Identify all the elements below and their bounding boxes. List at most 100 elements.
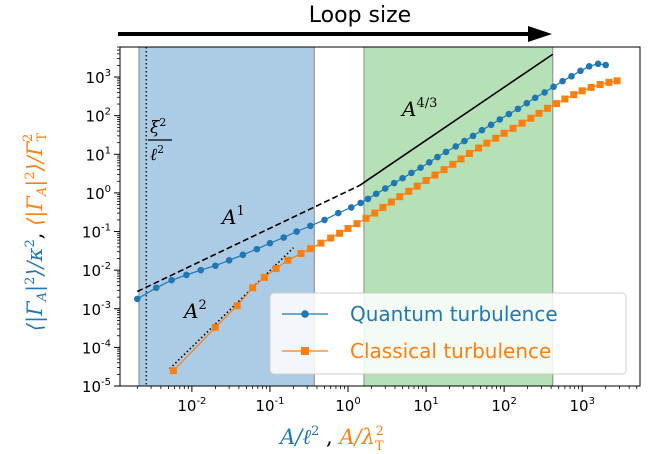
y-label-quantum: ⟨|ΓA|2⟩/κ2 xyxy=(23,239,50,331)
data-point xyxy=(431,171,439,179)
data-point xyxy=(550,83,557,91)
data-point xyxy=(272,265,280,273)
legend-label-classical: Classical turbulence xyxy=(350,339,551,363)
data-point xyxy=(457,155,465,163)
data-point xyxy=(452,143,460,150)
data-point xyxy=(253,245,261,253)
x-tick-label: 102 xyxy=(491,396,516,415)
data-point xyxy=(334,209,342,217)
data-point xyxy=(492,134,500,142)
data-point xyxy=(399,174,406,182)
data-point xyxy=(487,121,495,129)
data-point xyxy=(233,302,241,310)
data-point xyxy=(434,153,441,161)
data-point xyxy=(396,193,404,201)
data-point xyxy=(568,72,575,80)
data-point xyxy=(307,222,314,230)
data-point xyxy=(413,182,421,190)
data-point xyxy=(408,169,415,177)
data-point xyxy=(284,256,292,264)
data-point xyxy=(168,276,175,284)
legend-marker-classical xyxy=(301,347,309,355)
data-point xyxy=(266,239,274,247)
data-point xyxy=(152,284,160,292)
y-tick-label: 102 xyxy=(86,107,111,126)
data-point xyxy=(336,229,344,237)
chart-title: Loop size xyxy=(309,3,411,28)
data-point xyxy=(602,61,610,69)
data-point xyxy=(585,62,593,70)
data-point xyxy=(553,100,561,108)
svg-text:⟨|ΓA|2⟩/κ2, ⟨|ΓA|2⟩/ΓT2: ⟨|ΓA|2⟩/κ2, ⟨|ΓA|2⟩/ΓT2 xyxy=(21,132,50,331)
data-point xyxy=(327,234,335,242)
data-point xyxy=(344,224,352,232)
series-1 xyxy=(169,77,621,375)
x-label-classical: A/λT2 xyxy=(337,424,384,454)
data-point xyxy=(596,81,604,89)
data-point xyxy=(475,144,483,152)
y-label-classical: ⟨|ΓA|2⟩/ΓT2 xyxy=(21,132,50,225)
data-point xyxy=(426,159,433,166)
y-tick-label: 101 xyxy=(86,145,111,164)
data-point xyxy=(544,104,552,112)
data-point xyxy=(225,256,233,264)
data-point xyxy=(405,187,413,195)
x-tick-label: 101 xyxy=(413,396,438,415)
data-point xyxy=(321,216,328,224)
data-point xyxy=(541,89,548,96)
data-point xyxy=(357,199,364,207)
y-tick-label: 100 xyxy=(86,184,111,203)
data-point xyxy=(379,203,387,211)
legend-marker-quantum xyxy=(301,310,309,318)
y-tick-label: 10-3 xyxy=(82,300,111,319)
ref-label-a43: A4/3 xyxy=(400,96,437,121)
title-arrow xyxy=(118,26,552,42)
x-tick-label: 100 xyxy=(335,396,360,415)
data-point xyxy=(469,132,477,140)
data-point xyxy=(239,251,247,259)
data-point xyxy=(561,95,569,103)
data-point xyxy=(169,367,177,375)
data-point xyxy=(417,164,424,171)
axes-frame xyxy=(119,46,641,387)
data-point xyxy=(197,266,205,274)
data-point xyxy=(183,271,190,279)
data-point xyxy=(390,179,398,187)
data-point xyxy=(605,78,613,86)
legend: Quantum turbulence Classical turbulence xyxy=(269,292,627,375)
data-point xyxy=(364,195,372,203)
series-0 xyxy=(134,60,610,303)
x-tick-label: 10-1 xyxy=(255,396,284,415)
data-point xyxy=(362,214,370,222)
data-point xyxy=(496,116,504,123)
data-point xyxy=(505,110,513,118)
data-point xyxy=(353,220,361,228)
data-point xyxy=(280,234,287,241)
data-point xyxy=(523,99,531,107)
x-label-quantum: A/ℓ2 xyxy=(278,424,319,449)
reference-line-1 xyxy=(358,53,554,187)
y-tick-label: 10-5 xyxy=(82,377,111,396)
data-point xyxy=(578,87,586,95)
data-point xyxy=(347,204,355,211)
x-tick-label: 10-2 xyxy=(177,396,206,415)
data-point xyxy=(535,109,543,117)
y-tick-label: 10-1 xyxy=(82,223,111,242)
y-axis-label: ⟨|ΓA|2⟩/κ2, ⟨|ΓA|2⟩/ΓT2 xyxy=(21,132,50,331)
data-point xyxy=(594,60,602,68)
data-point xyxy=(509,124,517,132)
data-series xyxy=(134,60,621,375)
axis-ticks: 10-2 10-1 100 101 102 103 10-5 10-4 10-3 10-2 10-1… xyxy=(82,46,638,415)
data-point xyxy=(500,129,508,137)
svg-text:A/ℓ2 , A/λT2: A/ℓ2 , A/λT2 xyxy=(278,424,384,454)
data-point xyxy=(466,149,474,157)
data-point xyxy=(587,83,595,91)
data-point xyxy=(442,148,450,156)
data-point xyxy=(293,228,300,235)
data-point xyxy=(249,284,257,292)
data-point xyxy=(461,137,468,145)
data-point xyxy=(260,273,268,281)
data-point xyxy=(440,166,448,174)
ref-label-a1: A1 xyxy=(220,204,245,229)
